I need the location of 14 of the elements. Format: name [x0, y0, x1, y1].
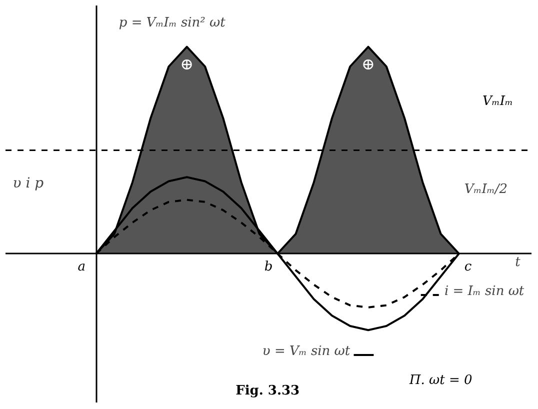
legend-label: i = Iₘ sin ωt	[444, 284, 525, 300]
text: VₘIₘ	[482, 94, 513, 109]
text: Π. ωt = 0	[408, 373, 472, 388]
series-label: υ = Vₘ sin ωt	[262, 344, 351, 360]
annotation: ⊕	[362, 54, 375, 74]
caption: Fig. 3.33	[236, 383, 300, 398]
annotation: ⊕	[180, 54, 194, 74]
ref-line-label: VₘIₘ/2	[464, 182, 508, 197]
annotation: c	[464, 259, 472, 274]
text: p = VₘIₘ sin² ωt	[118, 15, 226, 30]
text: a	[78, 259, 86, 274]
x-axis-title: t	[515, 255, 522, 270]
annotation: b	[264, 259, 273, 274]
y-axis-title: υ i p	[12, 176, 44, 192]
